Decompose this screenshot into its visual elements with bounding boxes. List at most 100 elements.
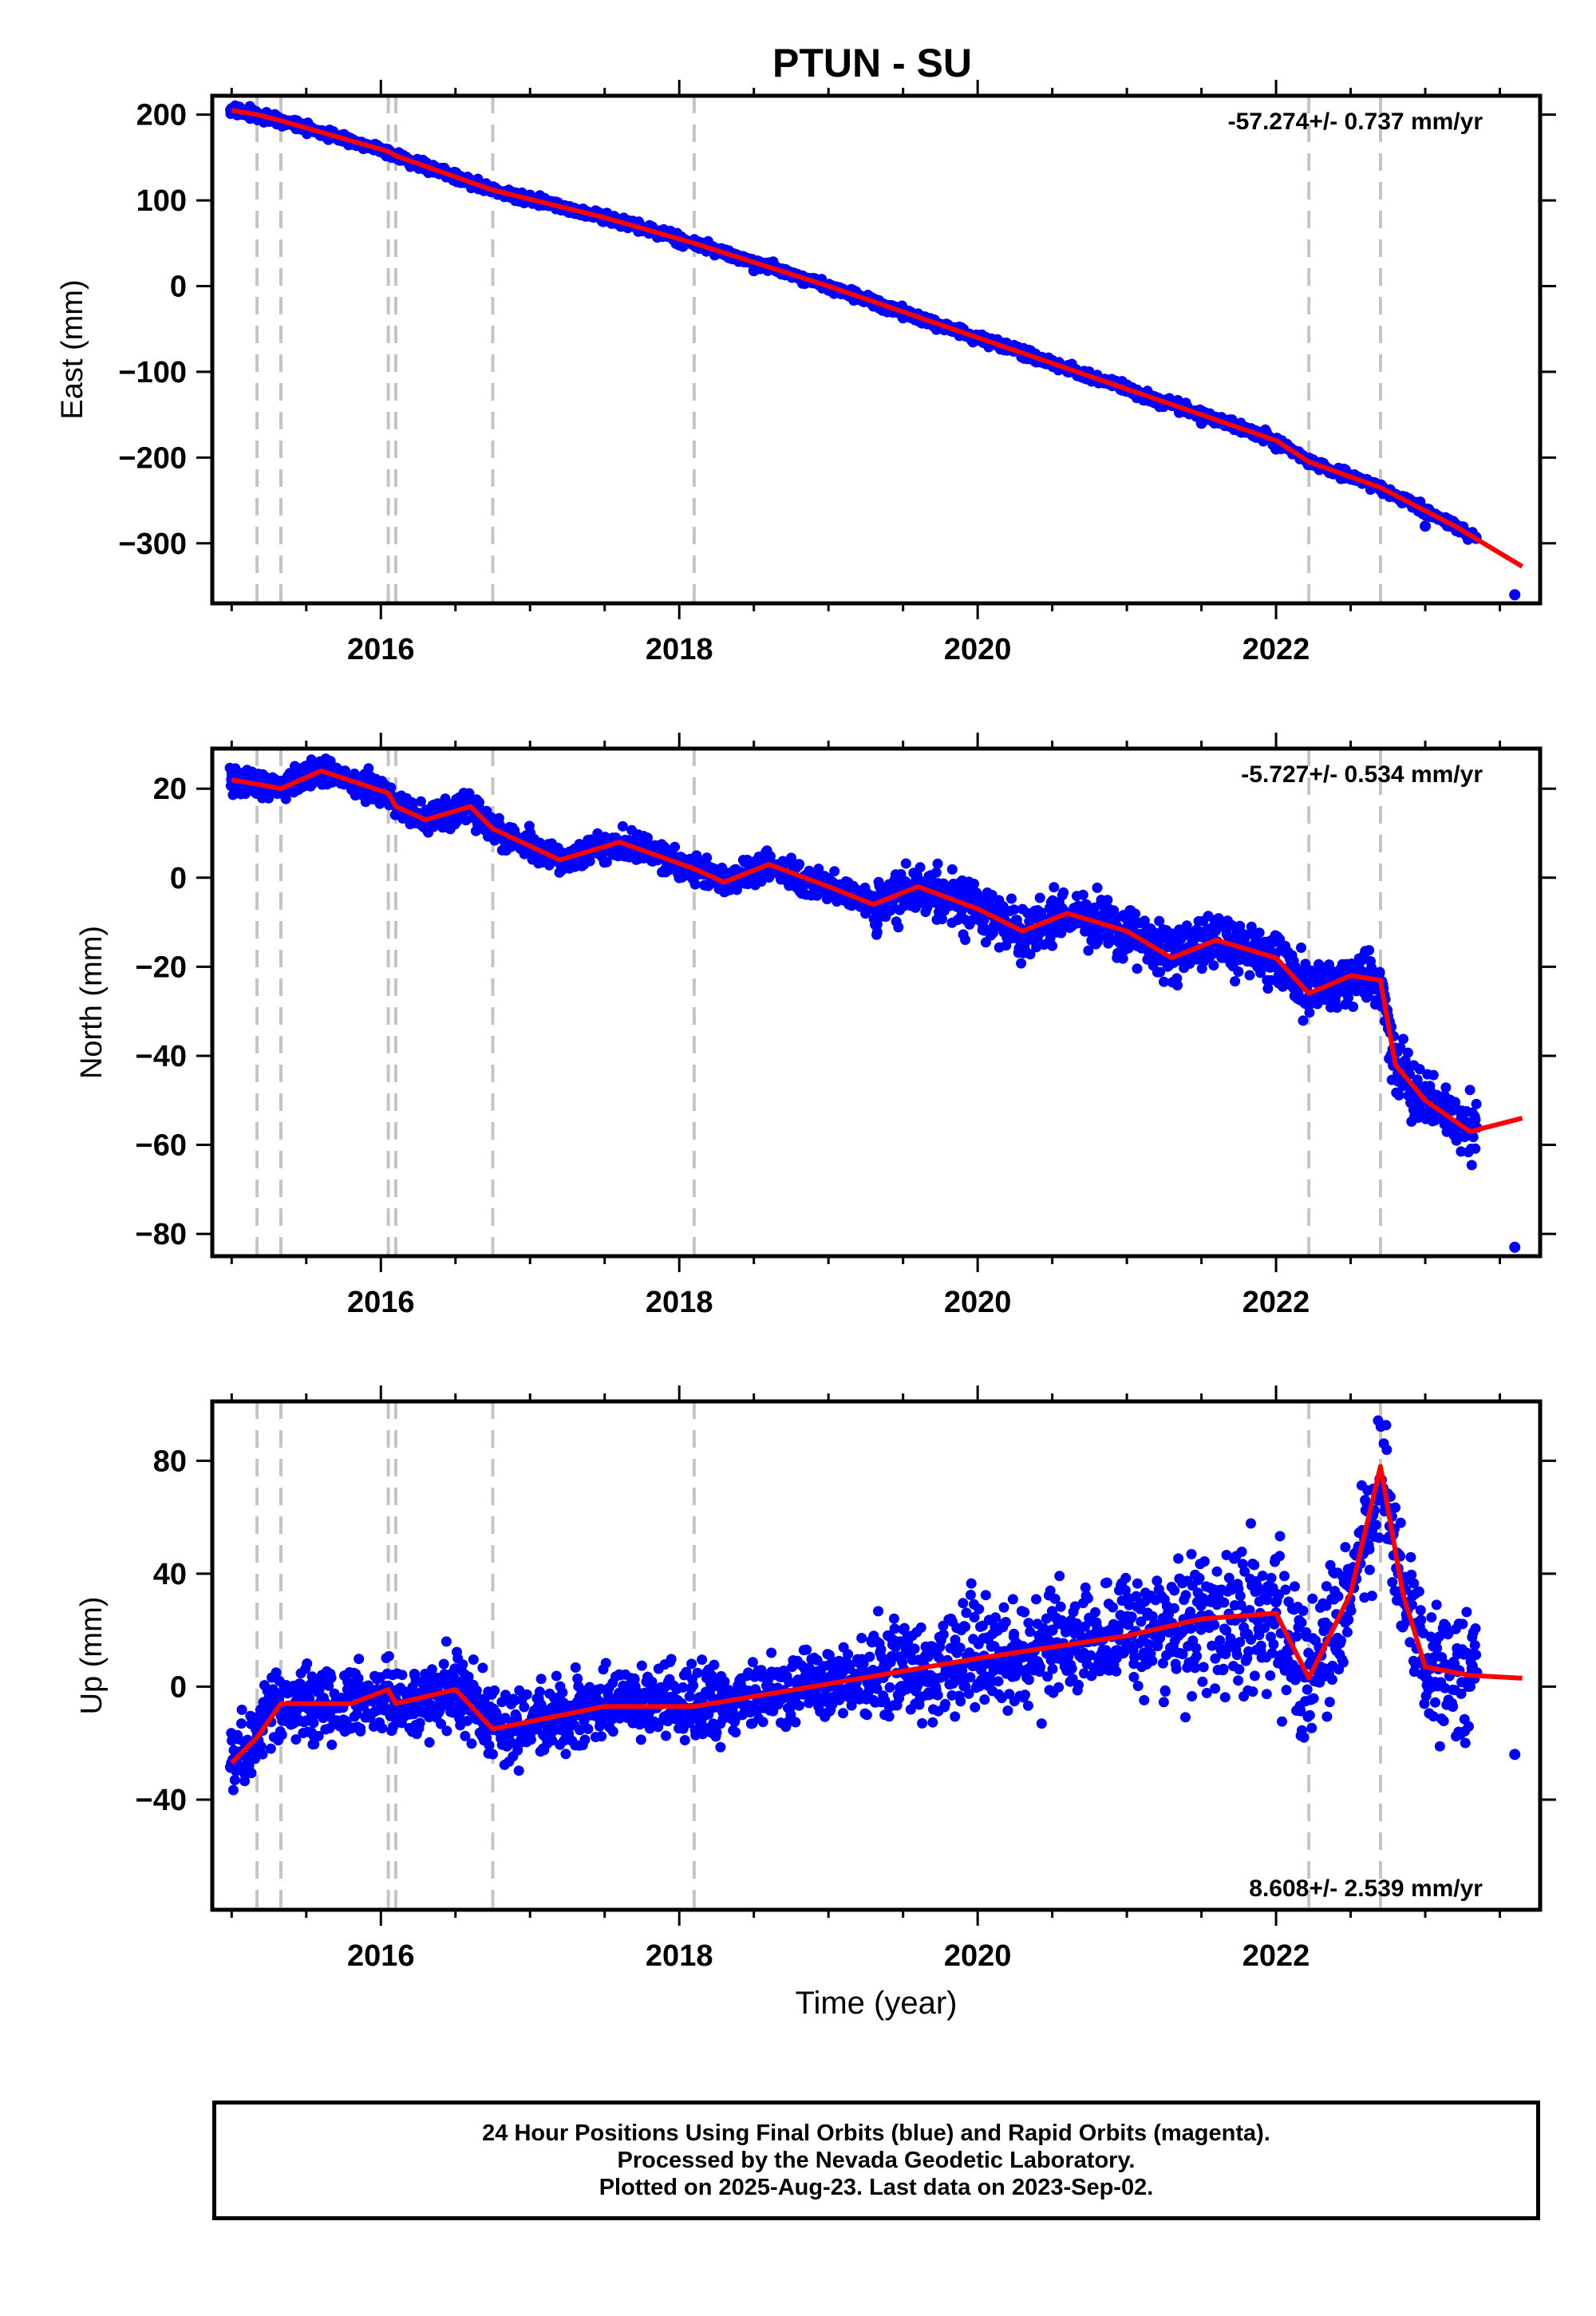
data-point: [1304, 1007, 1315, 1018]
data-point: [900, 858, 911, 869]
data-point: [436, 1718, 447, 1729]
plot-area: [224, 1401, 1523, 1910]
data-point: [383, 1650, 394, 1662]
data-point: [484, 1740, 495, 1751]
data-point: [414, 1717, 425, 1729]
data-point: [575, 1725, 586, 1736]
data-point: [505, 1737, 516, 1747]
data-point-cloud: [225, 100, 1482, 545]
data-point: [1025, 949, 1036, 960]
data-point: [1132, 963, 1143, 974]
y-axis-label: North (mm): [75, 926, 109, 1079]
data-point: [290, 1734, 302, 1745]
data-point: [246, 1768, 257, 1779]
data-point: [534, 1686, 545, 1697]
data-point: [1374, 967, 1385, 978]
data-point: [460, 1730, 471, 1741]
data-point: [1159, 976, 1169, 987]
model-fit-line: [231, 108, 1524, 569]
data-point: [1393, 1089, 1404, 1101]
data-point: [895, 868, 907, 879]
data-point: [1208, 960, 1219, 971]
data-point: [1364, 945, 1375, 956]
data-point: [513, 1765, 524, 1777]
data-point: [583, 1723, 594, 1734]
data-point: [323, 1680, 334, 1691]
data-point: [488, 1749, 498, 1760]
data-points-sampled: [226, 103, 1521, 601]
data-point: [1412, 1074, 1423, 1085]
data-point: [1509, 589, 1521, 601]
rate-annotation: -57.274+/- 0.737 mm/yr: [1228, 109, 1483, 135]
data-point: [519, 1701, 530, 1713]
data-point: [457, 1659, 468, 1670]
data-point: [524, 828, 536, 839]
data-point: [1470, 1114, 1481, 1125]
data-point: [871, 919, 883, 930]
data-point: [1348, 1002, 1359, 1012]
y-tick-label: 200: [136, 99, 187, 132]
plot-area: [224, 749, 1523, 1256]
data-point: [377, 1723, 388, 1733]
data-point: [1471, 1098, 1482, 1109]
data-point: [579, 1734, 591, 1745]
y-tick-label: 20: [153, 773, 187, 806]
data-point: [1056, 927, 1067, 939]
data-point: [1343, 992, 1354, 1003]
data-point: [1270, 443, 1282, 455]
y-tick-label: −200: [118, 441, 187, 475]
data-point: [1428, 1069, 1439, 1081]
data-point: [617, 820, 628, 832]
x-tick-label: 2022: [1242, 633, 1310, 666]
y-tick-label: −40: [136, 1040, 187, 1073]
data-point: [426, 1664, 437, 1675]
data-point: [345, 1690, 356, 1701]
data-point: [1121, 914, 1132, 925]
y-tick-label: 0: [170, 862, 187, 895]
data-point: [1195, 417, 1207, 429]
data-point: [438, 1658, 449, 1670]
data-point: [1058, 887, 1069, 898]
data-point: [466, 1738, 477, 1749]
data-point: [572, 1673, 583, 1684]
data-point: [1296, 943, 1306, 953]
y-axis-label: East (mm): [56, 279, 89, 419]
data-point: [1300, 958, 1311, 970]
data-point: [1470, 1143, 1481, 1154]
data-point: [535, 1674, 547, 1685]
data-point: [308, 1717, 319, 1729]
data-point: [1345, 983, 1357, 995]
data-point: [1290, 962, 1301, 973]
data-point: [1298, 1015, 1309, 1026]
data-point: [236, 1718, 247, 1729]
data-point: [363, 763, 374, 774]
data-point: [1509, 1241, 1521, 1253]
data-point: [257, 1749, 268, 1760]
data-point: [748, 265, 760, 277]
data-point: [471, 1685, 482, 1696]
data-point: [500, 1713, 511, 1724]
data-point: [1464, 1085, 1476, 1096]
data-point: [229, 1774, 240, 1785]
data-point: [1466, 1160, 1477, 1171]
data-point: [1332, 1002, 1342, 1014]
data-point: [464, 788, 475, 799]
data-point: [1047, 940, 1058, 951]
data-point: [932, 858, 943, 869]
data-point: [1009, 904, 1020, 915]
data-point: [1083, 945, 1094, 956]
data-point: [1108, 905, 1120, 916]
data-point: [930, 867, 942, 878]
data-point: [1154, 915, 1165, 927]
data-point: [601, 856, 612, 868]
data-point: [1102, 895, 1113, 906]
x-tick-label: 2020: [944, 633, 1012, 666]
figure-title: PTUN - SU: [772, 41, 972, 85]
y-tick-label: −80: [136, 1218, 187, 1251]
data-point-cloud: [224, 1415, 1483, 1796]
data-point: [276, 1729, 287, 1741]
data-point: [1155, 966, 1166, 978]
